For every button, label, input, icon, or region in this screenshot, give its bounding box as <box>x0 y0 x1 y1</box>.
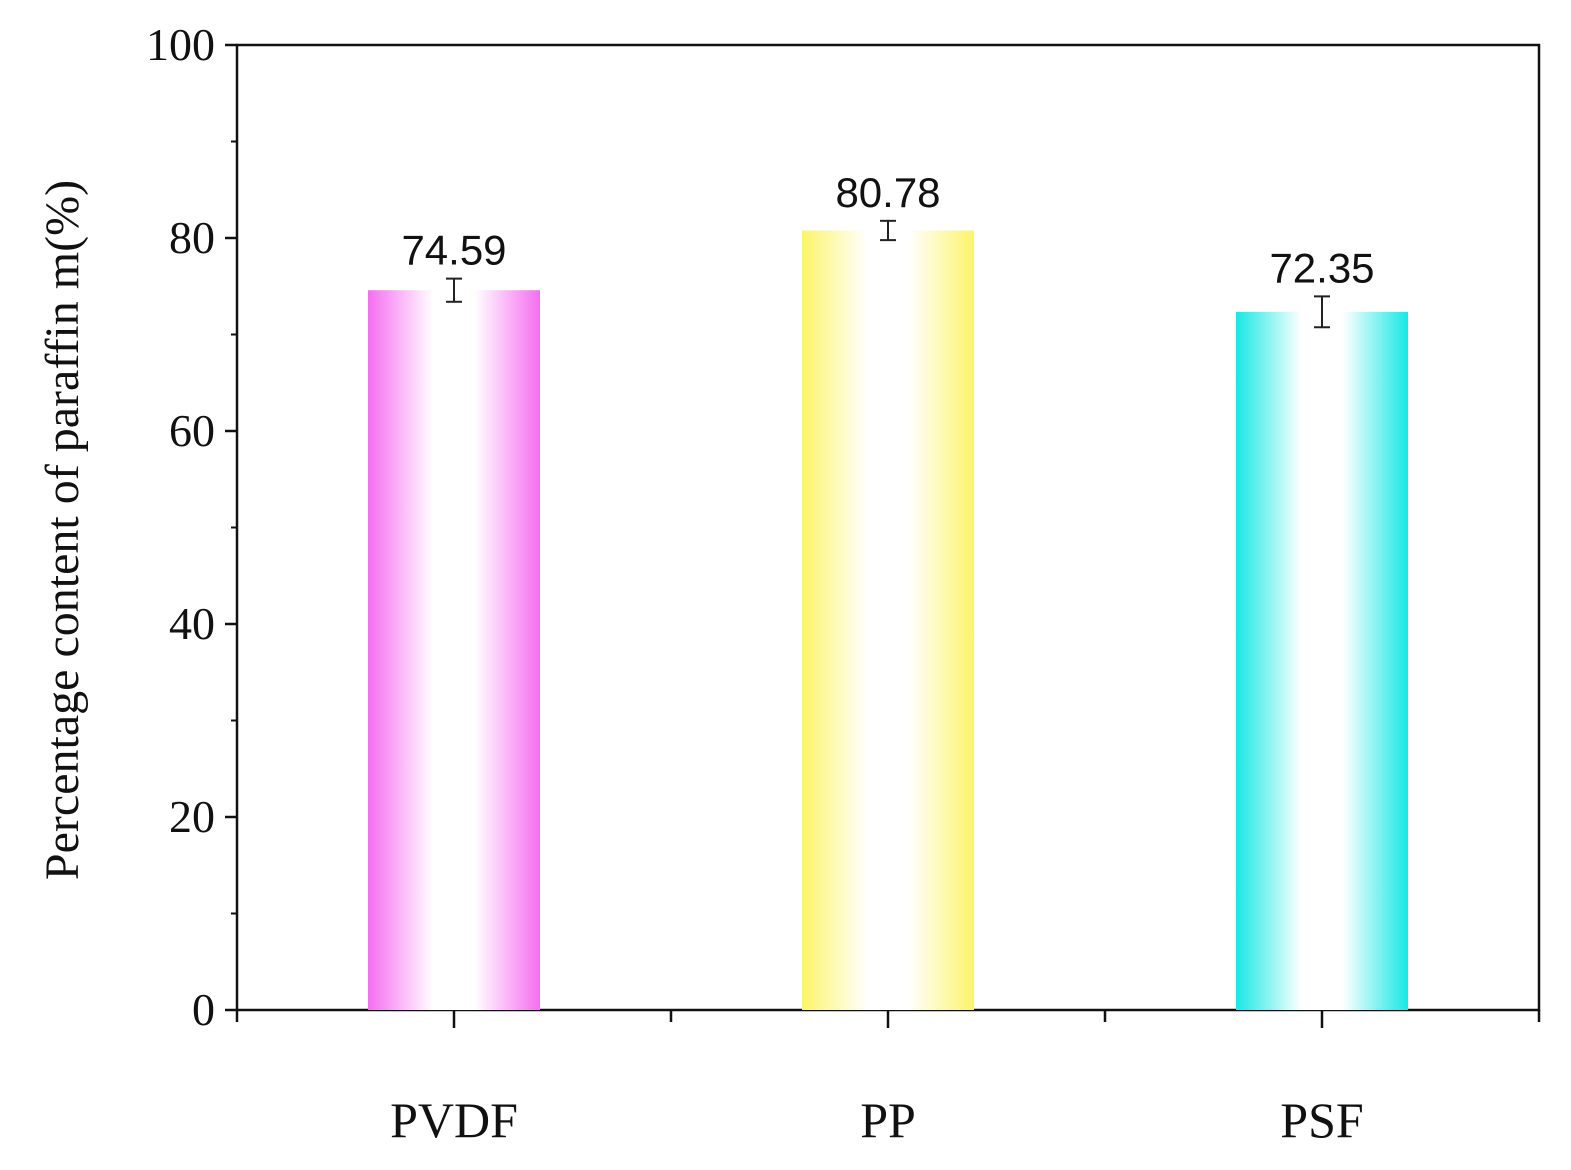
x-tick-label-pp: PP <box>860 1092 916 1148</box>
y-tick-label-80: 80 <box>169 212 215 263</box>
y-tick-label-40: 40 <box>169 598 215 649</box>
y-tick-label-0: 0 <box>192 984 215 1035</box>
y-tick-label-100: 100 <box>146 19 215 70</box>
y-axis-title: Percentage content of paraffin m(%) <box>36 180 89 880</box>
error-bar-pp <box>880 219 896 242</box>
x-tick-label-pvdf: PVDF <box>390 1092 518 1148</box>
x-tick-label-psf: PSF <box>1280 1092 1363 1148</box>
error-bar-pvdf <box>446 277 462 303</box>
y-tick-label-60: 60 <box>169 405 215 456</box>
data-label-psf: 72.35 <box>1269 244 1374 291</box>
error-bar-psf <box>1314 295 1330 329</box>
y-axis: 0 20 40 60 80 100 <box>146 19 237 1035</box>
bar-psf <box>1236 311 1408 1010</box>
error-bars-group <box>446 219 1330 329</box>
x-axis: PVDF PP PSF <box>235 1010 1541 1148</box>
bars-group <box>368 230 1408 1010</box>
y-tick-label-20: 20 <box>169 791 215 842</box>
value-labels-group: 74.59 80.78 72.35 <box>401 169 1374 292</box>
data-label-pp: 80.78 <box>835 169 940 216</box>
data-label-pvdf: 74.59 <box>401 227 506 274</box>
bar-pvdf <box>368 290 540 1010</box>
bar-pp <box>802 230 974 1010</box>
